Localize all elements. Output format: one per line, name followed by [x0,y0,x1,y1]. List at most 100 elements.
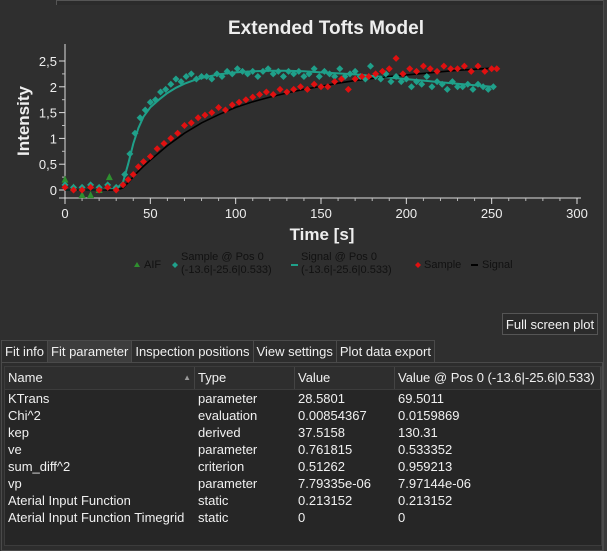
value-cell: 0.51262 [298,459,345,474]
sample-pos-0-13-6-25-6-0-533-point [264,65,272,73]
sample-pos-0-13-6-25-6-0-533-point [274,67,282,75]
sample-pos-0-13-6-25-6-0-533-point [285,67,293,75]
sample-point [215,103,223,111]
sample-point [372,70,380,78]
sample-point [337,75,345,83]
sample-point [269,91,277,99]
tab-bar: Fit info Fit parameter Inspection positi… [1,340,435,362]
sample-pos-0-13-6-25-6-0-533-point [146,98,154,106]
sample-pos-0-13-6-25-6-0-533-point [177,78,185,86]
x-tick-label: 300 [566,206,588,221]
value-cell: 0.761815 [298,442,353,457]
sample-pos-0-13-6-25-6-0-533-point [269,70,277,78]
sample-point [419,62,427,70]
sample-pos-0-13-6-25-6-0-533-point [136,114,144,122]
value-pos-cell: 0.0159869 [398,408,460,423]
sample-point [392,54,400,62]
type-cell: static [198,493,229,508]
sample-point [474,62,482,70]
fit-parameter-table[interactable]: Name ▲ Type Value Value @ Pos 0 (-13.6|-… [4,366,602,546]
sample-point [467,67,475,75]
column-header-name-label: Name [8,370,43,385]
sample-point [317,83,325,91]
sample-point [174,129,182,137]
legend-sample-pos-marker [172,262,178,268]
table-row[interactable]: sum_diff^2 criterion 0.51262 0.959213 [5,458,601,475]
table-row[interactable]: Aterial Input Function static 0.213152 0.21… [5,492,601,509]
sample-pos-0-13-6-25-6-0-533-point [198,72,206,80]
sample-point [160,140,168,148]
plot-area[interactable]: Extended Tofts Model Intensity Time [s] … [0,0,600,300]
sample-point [358,72,366,80]
sample-pos-0-13-6-25-6-0-533-point [474,80,482,88]
table-row[interactable]: Aterial Input Function Timegrid static 0 0 [5,509,601,526]
sample-point [256,91,264,99]
column-header-value[interactable]: Value [295,367,395,389]
sample-pos-0-13-6-25-6-0-533-point [407,83,415,91]
sample-pos-0-13-6-25-6-0-533-point [182,72,190,80]
aif-point [78,191,86,199]
column-header-type[interactable]: Type [195,367,295,389]
signal-line [65,67,492,191]
tab-view-settings[interactable]: View settings [252,340,337,362]
sample-point [351,75,359,83]
x-tick-label: 150 [310,206,332,221]
name-cell: KTrans [8,391,50,406]
type-cell: parameter [198,442,258,457]
sample-point [242,96,250,104]
sample-pos-0-13-6-25-6-0-533-point [259,67,267,75]
sample-point [167,134,175,142]
tab-inspection-positions[interactable]: Inspection positions [131,340,254,362]
sample-point [187,119,195,127]
y-tick-label: 2 [50,80,57,95]
sample-point [153,145,161,153]
sample-point [426,65,434,73]
table-row[interactable]: kep derived 37.5158 130.31 [5,424,601,441]
legend-sample-marker [415,262,421,268]
y-tick-label: 2,5 [39,54,57,69]
sample-pos-0-13-6-25-6-0-533-point [428,83,436,91]
value-pos-cell: 7.97144e-06 [398,476,472,491]
value-cell: 0.00854367 [298,408,367,423]
value-cell: 0 [298,510,306,525]
sample-pos-0-13-6-25-6-0-533-point [310,65,318,73]
value-pos-cell: 130.31 [398,425,438,440]
sample-pos-0-13-6-25-6-0-533-point [203,72,211,80]
sample-point [235,98,243,106]
name-cell: sum_diff^2 [8,459,71,474]
x-tick-label: 250 [481,206,503,221]
sample-pos-0-13-6-25-6-0-533-point [464,80,472,88]
sample-pos-0-13-6-25-6-0-533-point [479,83,487,91]
sample-point [112,186,120,194]
column-header-name[interactable]: Name ▲ [5,367,195,389]
tab-fit-parameter[interactable]: Fit parameter [47,340,133,362]
sample-pos-0-13-6-25-6-0-533-point [484,85,492,93]
table-row[interactable]: Chi^2 evaluation 0.00854367 0.0159869 [5,407,601,424]
window-right-edge [603,0,607,551]
sample-pos-0-13-6-25-6-0-533-point [295,67,303,75]
sample-point [433,67,441,75]
sample-pos-0-13-6-25-6-0-533-point [489,83,497,91]
table-row[interactable]: vp parameter 7.79335e-06 7.97144e-06 [5,475,601,492]
sample-pos-0-13-6-25-6-0-533-point [244,70,252,78]
tab-plot-data-export[interactable]: Plot data export [335,340,435,362]
sample-point [194,114,202,122]
column-header-value-pos[interactable]: Value @ Pos 0 (-13.6|-25.6|0.533) [395,367,601,389]
sample-point [406,65,414,73]
sample-pos-0-13-6-25-6-0-533-point [377,75,385,83]
sample-point [385,65,393,73]
sample-point [413,67,421,75]
sample-pos-0-13-6-25-6-0-533-point [131,129,139,137]
sample-point [290,85,298,93]
sample-point [87,183,95,191]
tab-fit-info[interactable]: Fit info [1,340,49,362]
table-row[interactable]: KTrans parameter 28.5801 69.5011 [5,390,601,407]
sample-pos-0-13-6-25-6-0-533-point [141,106,149,114]
name-cell: Aterial Input Function Timegrid [8,510,185,525]
legend-sample-pos-line1: Sample @ Pos 0 [181,251,264,263]
table-row[interactable]: ve parameter 0.761815 0.533352 [5,441,601,458]
value-cell: 0.213152 [298,493,353,508]
sample-pos-0-13-6-25-6-0-533-point [387,78,395,86]
sample-pos-0-13-6-25-6-0-533-point [448,78,456,86]
full-screen-plot-button[interactable]: Full screen plot [502,313,598,335]
